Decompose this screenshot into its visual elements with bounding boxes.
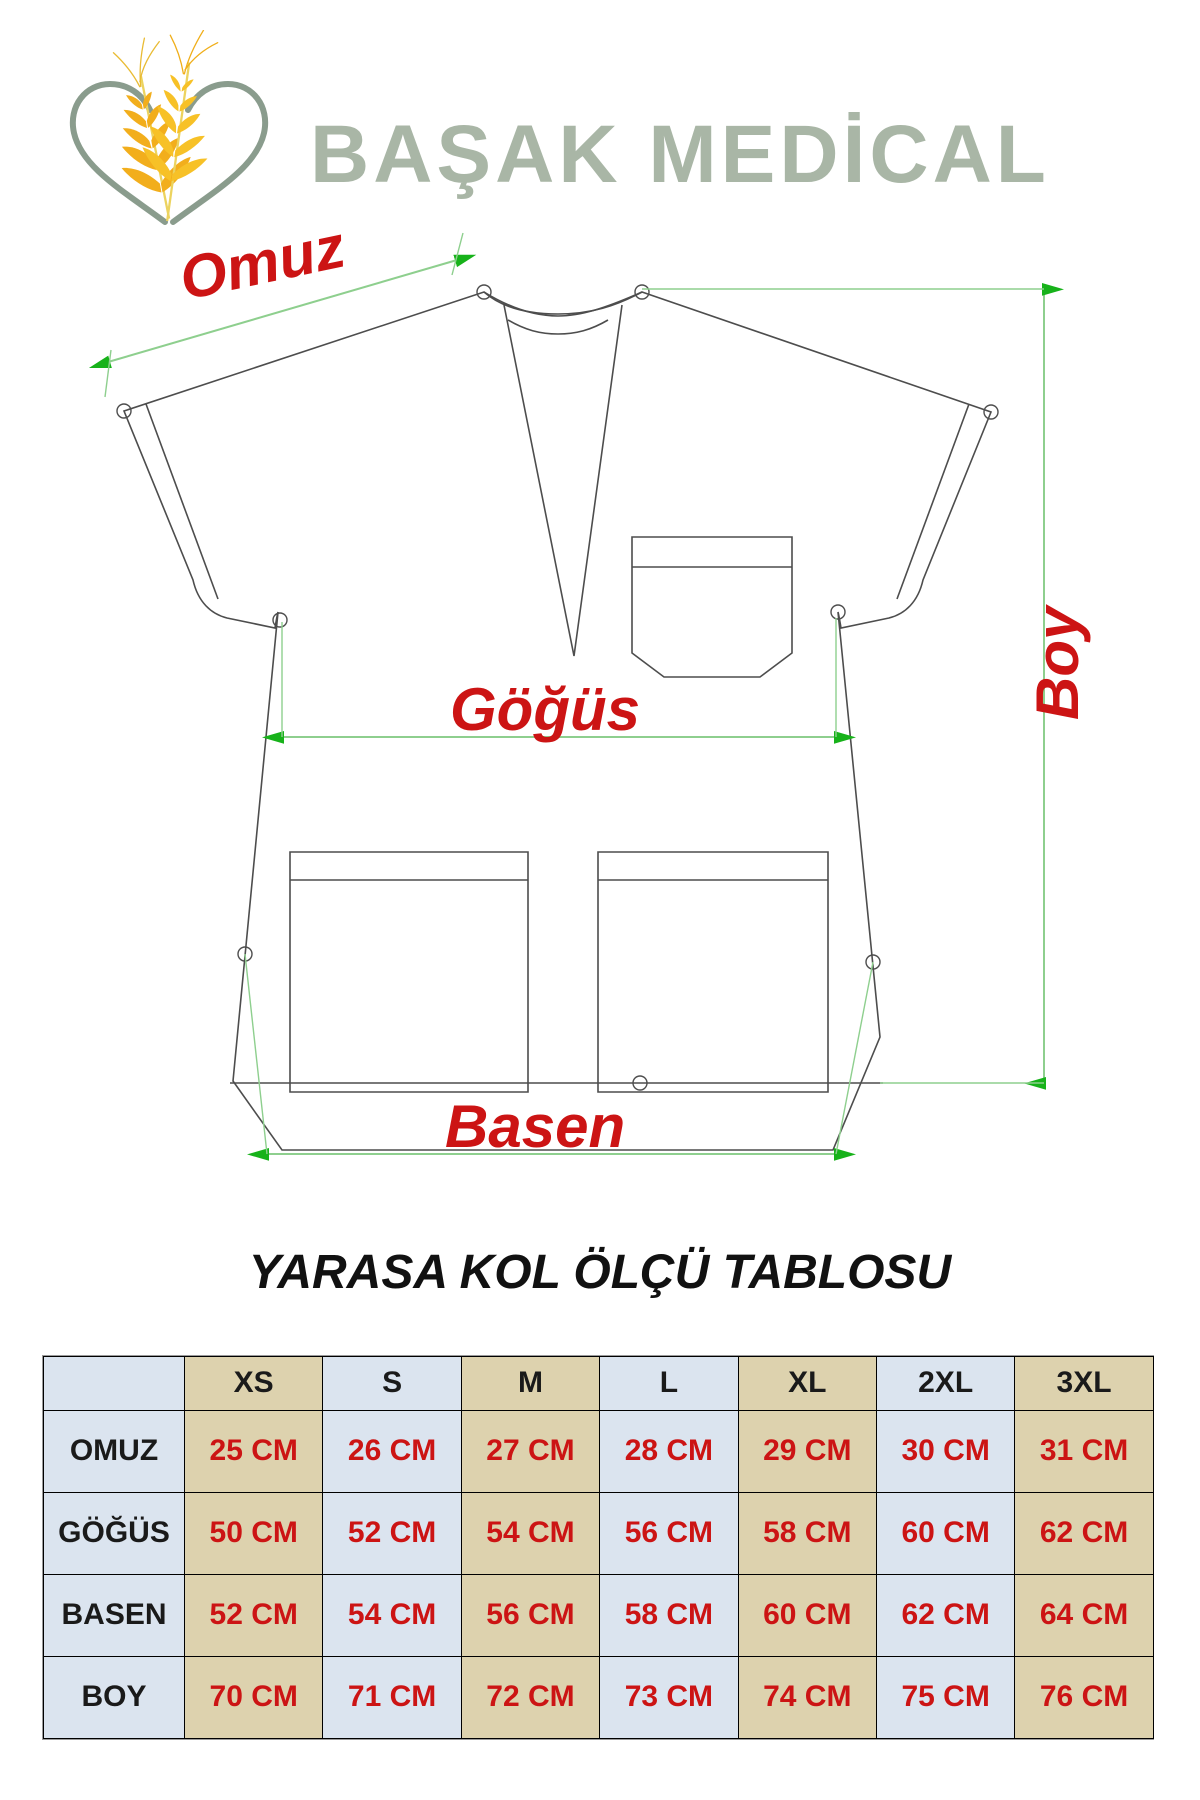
svg-text:Basen: Basen <box>445 1093 625 1160</box>
svg-text:Göğüs: Göğüs <box>450 676 640 743</box>
svg-text:Boy: Boy <box>1024 604 1091 720</box>
